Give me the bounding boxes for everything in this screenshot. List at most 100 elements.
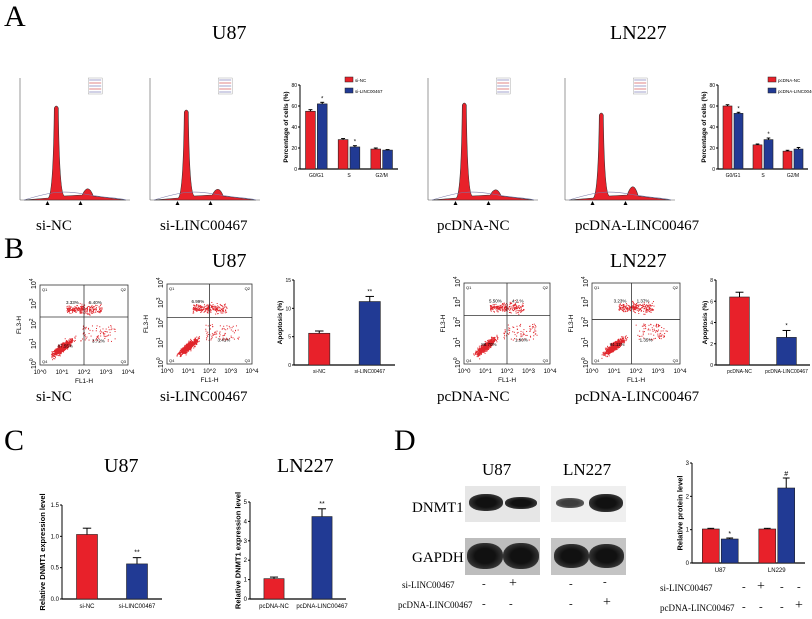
event-dot xyxy=(622,342,624,344)
event-dot xyxy=(621,304,623,306)
event-dot xyxy=(191,342,193,344)
x-tick-label: S xyxy=(761,173,765,179)
event-dot xyxy=(59,353,61,355)
event-dot xyxy=(481,347,483,349)
event-dot xyxy=(497,308,499,310)
event-dot xyxy=(56,350,58,352)
event-dot xyxy=(59,350,61,352)
event-dot xyxy=(483,348,485,350)
y-tick-label: 5 xyxy=(288,335,291,341)
title-ln227-a: LN227 xyxy=(610,22,667,44)
event-dot xyxy=(647,310,649,312)
event-dot xyxy=(90,309,92,311)
event-dot xyxy=(643,325,645,327)
event-dot xyxy=(494,306,496,308)
event-dot xyxy=(179,351,181,353)
event-dot xyxy=(67,347,69,349)
event-dot xyxy=(198,336,200,338)
event-dot xyxy=(205,309,207,311)
event-dot xyxy=(479,349,481,351)
y-tick-label: 104 xyxy=(581,276,590,287)
event-dot xyxy=(615,344,617,346)
event-dot xyxy=(104,338,106,340)
event-dot xyxy=(643,307,645,309)
event-dot xyxy=(210,306,212,308)
event-dot xyxy=(216,333,218,335)
event-dot xyxy=(78,306,80,308)
event-dot xyxy=(190,345,192,347)
event-dot xyxy=(651,305,653,307)
event-dot xyxy=(514,338,516,340)
event-dot xyxy=(496,335,498,337)
bar xyxy=(308,332,331,366)
y-tick-label: 0 xyxy=(686,561,690,567)
event-dot xyxy=(606,350,608,352)
event-dot xyxy=(53,355,55,357)
event-dot xyxy=(77,310,79,312)
event-dot xyxy=(620,336,622,338)
x-tick-label: si-LINC00467 xyxy=(354,369,385,375)
event-dot xyxy=(619,346,621,348)
tick-exponent: 0 xyxy=(453,357,459,360)
event-dot xyxy=(520,330,522,332)
event-dot xyxy=(491,306,493,308)
event-dot xyxy=(529,330,531,332)
event-dot xyxy=(660,338,662,340)
event-dot xyxy=(611,345,613,347)
event-dot xyxy=(219,311,221,313)
event-dot xyxy=(103,335,105,337)
event-dot xyxy=(65,345,67,347)
event-dot xyxy=(213,305,215,307)
event-dot xyxy=(491,340,493,342)
event-dot xyxy=(84,308,86,310)
event-dot xyxy=(193,347,195,349)
event-dot xyxy=(194,309,196,311)
event-dot xyxy=(74,310,76,312)
y-tick-label: 103 xyxy=(156,297,165,308)
event-dot xyxy=(238,336,240,338)
y-axis-label: FL3-H xyxy=(440,314,447,332)
event-dot xyxy=(181,348,183,350)
event-dot xyxy=(66,342,68,344)
y-tick-label: 100 xyxy=(581,357,590,368)
event-dot xyxy=(644,324,646,326)
title-u87-c: U87 xyxy=(104,455,139,477)
event-dot xyxy=(621,339,623,341)
event-dot xyxy=(190,343,192,345)
significance-mark: * xyxy=(728,531,731,538)
event-dot xyxy=(94,309,96,311)
event-dot xyxy=(477,356,479,358)
event-dot xyxy=(213,333,215,335)
event-dot xyxy=(487,342,489,344)
event-dot xyxy=(193,309,195,311)
event-dot xyxy=(643,328,645,330)
event-dot xyxy=(514,299,516,301)
event-dot xyxy=(73,307,75,309)
event-dot xyxy=(194,339,196,341)
event-dot xyxy=(180,354,182,356)
bar xyxy=(793,148,804,170)
event-dot xyxy=(89,309,91,311)
event-dot xyxy=(199,305,201,307)
event-dot xyxy=(638,308,640,310)
event-dot xyxy=(654,331,656,333)
event-dot xyxy=(80,340,82,342)
event-dot xyxy=(612,345,614,347)
event-dot xyxy=(617,345,619,347)
event-dot xyxy=(602,352,604,354)
event-dot xyxy=(192,345,194,347)
event-dot xyxy=(496,341,498,343)
quadrant-label: Q1 xyxy=(169,286,175,291)
event-dot xyxy=(176,354,178,356)
event-dot xyxy=(479,355,481,357)
event-dot xyxy=(608,351,610,353)
event-dot xyxy=(492,304,494,306)
event-dot xyxy=(188,349,190,351)
event-dot xyxy=(198,308,200,310)
event-dot xyxy=(650,305,652,307)
event-dot xyxy=(484,347,486,349)
event-dot xyxy=(480,349,482,351)
event-dot xyxy=(63,342,65,344)
event-dot xyxy=(612,344,614,346)
event-dot xyxy=(624,311,626,313)
